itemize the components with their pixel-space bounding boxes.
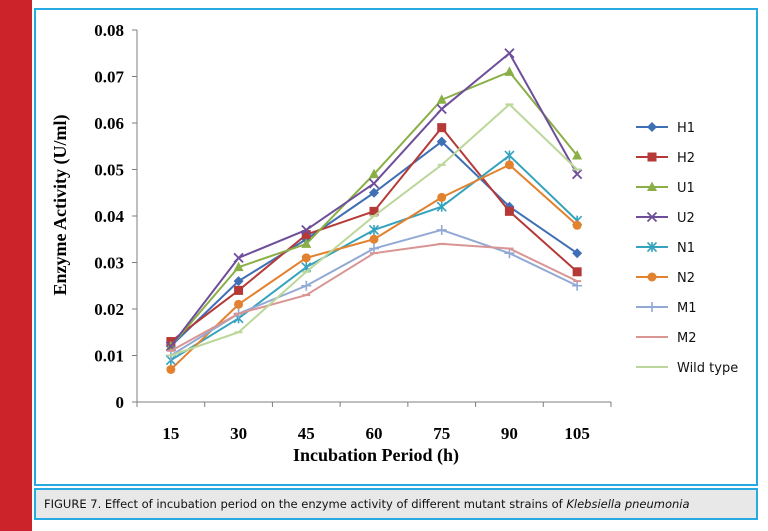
data-point	[647, 272, 657, 282]
data-point	[301, 253, 311, 263]
y-tick-label: 0	[116, 393, 125, 412]
legend-item: U2	[636, 211, 695, 226]
x-tick-label: 45	[298, 424, 315, 443]
legend-item: M1	[636, 301, 697, 316]
data-point	[436, 94, 447, 104]
x-tick-label: 105	[564, 424, 590, 443]
data-point	[233, 252, 244, 263]
legend: H1 H2 U1 U2 N1 N2 M1 M2 Wild type	[636, 121, 738, 376]
series-wild-type	[166, 103, 582, 357]
x-tick-label: 60	[366, 424, 383, 443]
y-tick-label: 0.01	[94, 347, 124, 366]
y-tick-label: 0.04	[94, 207, 124, 226]
data-point	[572, 220, 582, 230]
data-point	[572, 248, 583, 259]
axes	[132, 29, 612, 407]
data-point	[504, 206, 514, 216]
data-point	[369, 234, 379, 244]
data-point	[646, 211, 658, 223]
data-point	[504, 66, 515, 76]
data-point	[647, 122, 657, 132]
data-point	[301, 230, 311, 240]
figure-caption: FIGURE 7. Effect of incubation period on…	[34, 488, 758, 520]
data-point	[437, 192, 447, 202]
data-point	[233, 261, 244, 272]
legend-item: H1	[636, 121, 695, 136]
data-point	[572, 150, 583, 160]
legend-item: N1	[636, 241, 695, 256]
y-tick-label: 0.07	[94, 68, 124, 87]
y-tick-label: 0.03	[94, 254, 124, 273]
legend-label: Wild type	[677, 361, 738, 376]
data-point	[647, 152, 657, 162]
series-line	[170, 52, 579, 347]
data-point	[166, 364, 176, 374]
legend-item: N2	[636, 271, 695, 286]
data-point	[572, 169, 583, 180]
legend-label: H1	[677, 121, 695, 136]
legend-item: Wild type	[636, 361, 738, 376]
data-point	[647, 181, 657, 191]
legend-label: N1	[677, 241, 695, 256]
x-tick-label: 90	[501, 424, 518, 443]
data-point	[301, 280, 312, 291]
y-tick-label: 0.05	[94, 161, 124, 180]
y-axis-title: Enzyme Activity (U/ml)	[50, 115, 71, 296]
data-point	[369, 206, 379, 216]
data-point	[504, 248, 515, 259]
data-point	[301, 224, 312, 236]
series-n2	[166, 160, 582, 374]
caption-organism: Klebsiella pneumonia	[566, 497, 690, 511]
y-tick-label: 0.06	[94, 114, 124, 133]
data-point	[436, 136, 447, 147]
legend-label: U1	[677, 181, 695, 196]
legend-item: H2	[636, 151, 695, 166]
caption-text: FIGURE 7. Effect of incubation period on…	[44, 497, 567, 511]
data-point	[504, 48, 515, 59]
series-u1	[165, 66, 583, 351]
data-point	[504, 150, 515, 161]
data-point	[369, 243, 379, 254]
legend-label: U2	[677, 211, 695, 226]
x-tick-label: 30	[230, 424, 247, 443]
y-tick-label: 0.02	[94, 300, 124, 319]
data-point	[369, 187, 379, 198]
data-point	[234, 285, 244, 295]
legend-item: U1	[636, 181, 695, 196]
data-point	[436, 224, 447, 235]
data-point	[504, 160, 514, 170]
data-point	[301, 238, 312, 248]
data-point	[572, 280, 583, 291]
data-point	[646, 241, 658, 253]
data-point	[369, 168, 379, 179]
series-layer	[165, 48, 583, 374]
data-point	[368, 178, 380, 189]
series-m1	[165, 224, 583, 361]
series-u2	[165, 48, 583, 352]
line-chart: 0 0.01 0.02 0.03 0.04 0.05 0.06 0.07 0.08 15 30 45 6…	[50, 21, 738, 466]
data-point	[234, 299, 244, 309]
series-h1	[165, 136, 583, 352]
x-tick-label: 75	[433, 424, 450, 443]
data-point	[436, 201, 447, 212]
left-accent-bar	[0, 0, 32, 531]
legend-label: H2	[677, 151, 695, 166]
series-m2	[166, 242, 582, 352]
y-tick-label: 0.08	[94, 21, 124, 40]
x-axis-title: Incubation Period (h)	[293, 445, 459, 466]
legend-label: M2	[677, 331, 697, 346]
legend-label: M1	[677, 301, 697, 316]
data-point	[233, 276, 244, 287]
tick-labels: 0 0.01 0.02 0.03 0.04 0.05 0.06 0.07 0.08 15 30 45 6…	[94, 21, 590, 443]
legend-label: N2	[677, 271, 695, 286]
figure-frame: 0 0.01 0.02 0.03 0.04 0.05 0.06 0.07 0.08 15 30 45 6…	[34, 8, 758, 486]
data-point	[436, 103, 447, 115]
x-tick-label: 15	[162, 424, 179, 443]
data-point	[647, 302, 657, 312]
series-line	[170, 154, 578, 362]
legend-item: M2	[636, 331, 697, 346]
data-point	[368, 224, 380, 236]
data-point	[572, 267, 582, 277]
data-point	[437, 123, 447, 133]
